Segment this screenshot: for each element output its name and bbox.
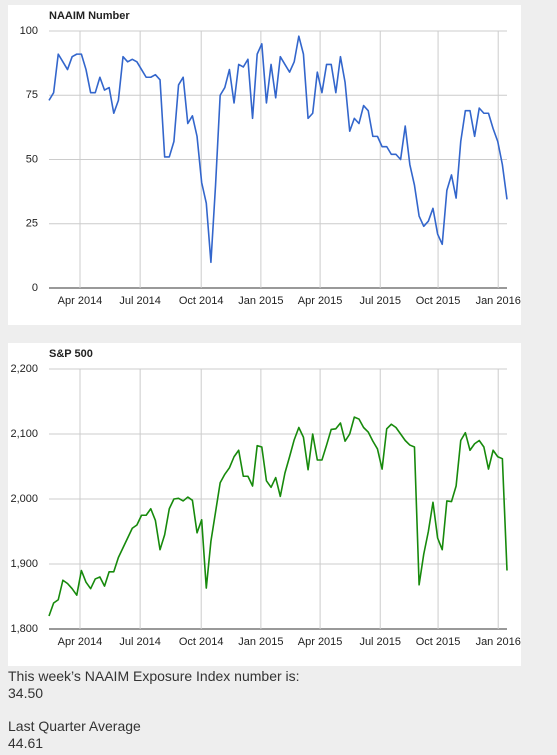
x-tick-label: Apr 2014 [58, 636, 103, 648]
x-tick-label: Apr 2015 [298, 636, 343, 648]
x-tick-label: Apr 2014 [58, 295, 103, 307]
y-tick-label: 1,900 [10, 558, 38, 570]
x-tick-label: Jul 2015 [359, 295, 401, 307]
chart-panel [8, 5, 521, 325]
y-tick-label: 0 [32, 282, 38, 294]
y-tick-label: 2,000 [10, 493, 38, 505]
current-label: This week’s NAAIM Exposure Index number … [8, 668, 300, 684]
x-tick-label: Jan 2016 [476, 636, 521, 648]
x-tick-label: Jan 2016 [476, 295, 521, 307]
x-tick-label: Apr 2015 [298, 295, 343, 307]
y-tick-label: 50 [26, 153, 38, 165]
x-tick-label: Oct 2014 [179, 295, 224, 307]
quarter-label: Last Quarter Average [8, 718, 141, 734]
y-tick-label: 2,200 [10, 363, 38, 375]
x-tick-label: Oct 2015 [416, 636, 461, 648]
y-tick-label: 100 [20, 25, 38, 37]
chart-title: NAAIM Number [49, 10, 130, 22]
x-tick-label: Jul 2014 [119, 295, 161, 307]
quarter-value: 44.61 [8, 735, 44, 751]
x-tick-label: Jan 2015 [238, 295, 283, 307]
x-tick-label: Jul 2014 [119, 636, 161, 648]
y-tick-label: 1,800 [10, 623, 38, 635]
charts: NAAIM Number 0 25 50 75 100 Apr 2014 Jul 2014 Oc… [8, 5, 521, 666]
y-tick-label: 75 [26, 89, 38, 101]
data-line [48, 416, 508, 617]
x-tick-label: Oct 2014 [179, 636, 224, 648]
y-tick-label: 25 [26, 218, 38, 230]
current-value: 34.50 [8, 685, 44, 701]
chart-title: S&P 500 [49, 348, 93, 360]
x-tick-label: Jul 2015 [359, 636, 401, 648]
x-tick-label: Oct 2015 [416, 295, 461, 307]
x-tick-label: Jan 2015 [238, 636, 283, 648]
y-tick-label: 2,100 [10, 428, 38, 440]
chart-panel [8, 343, 521, 666]
data-line [48, 35, 508, 264]
